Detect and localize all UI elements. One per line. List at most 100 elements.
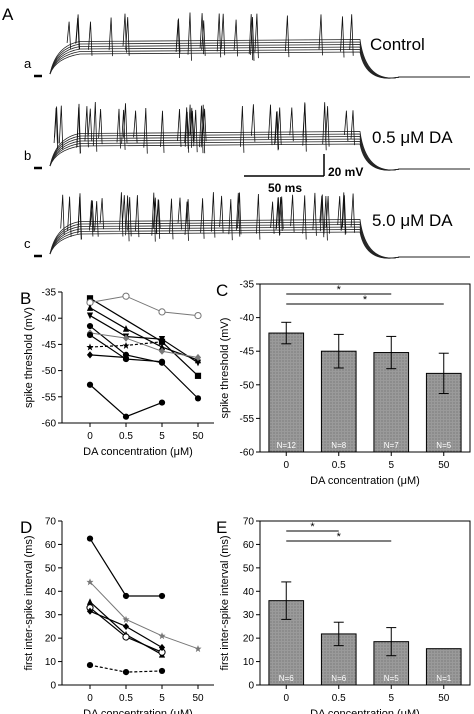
data-point [86,351,94,359]
x-tick-label: 0.5 [332,693,346,704]
spike [279,196,284,230]
data-point [122,633,130,641]
spike [302,195,307,240]
spike [349,14,354,56]
x-tick-label: 5 [388,460,394,471]
spike [108,17,113,57]
data-point [122,334,130,342]
scale-bar: 20 mV 50 ms [244,154,363,195]
data-point [158,347,166,355]
data-point [122,669,130,676]
spike [201,20,206,56]
data-point [122,341,130,349]
y-tick-label: 40 [45,587,57,598]
significance-star: * [310,521,315,533]
panel-a: A a b c Control 0.5 μM DA 5.0 μM DA 20 m… [2,5,470,259]
data-point [86,304,94,311]
spike [341,192,346,235]
y-axis-label: spike threshold (mV) [219,318,231,419]
spike [152,197,158,235]
data-point [158,632,166,640]
spike [285,15,290,58]
condition-label-control: Control [370,35,425,54]
spike [160,110,165,153]
spike [177,197,182,230]
spike [54,106,59,144]
data-point [86,535,94,542]
data-point [122,592,130,600]
panel-letter: C [216,281,228,300]
n-label: N=1 [436,674,451,683]
y-tick-label: -50 [240,380,255,391]
data-point [86,295,94,302]
series-1 [86,292,202,320]
y-tick-label: -55 [240,414,255,425]
data-point [158,667,166,675]
spike [199,105,204,154]
spike [250,16,255,61]
spike [322,102,327,151]
data-point [194,359,202,367]
spike [318,14,323,56]
data-point [158,592,166,600]
x-tick-label: 0 [87,693,93,704]
spike [176,18,181,53]
y-tick-label: -45 [42,340,57,351]
spike [251,104,256,142]
spike [58,105,64,150]
spike [151,192,156,242]
spike [256,193,261,240]
spike [240,105,245,153]
spike [199,13,204,55]
data-point [122,353,130,362]
y-tick-label: 30 [243,610,255,621]
spike [189,107,194,142]
spike [254,13,259,59]
x-tick-label: 50 [192,431,204,442]
bar [425,648,462,686]
spike [90,200,95,232]
y-tick-label: 50 [45,563,57,574]
y-axis-label: first inter-spike interval (ms) [23,535,35,670]
panel-letter: D [20,518,32,537]
spike [84,106,89,148]
spike [202,108,207,142]
spike [211,192,216,238]
spike [233,19,238,57]
y-tick-label: 20 [45,634,57,645]
spike [77,193,82,240]
spike [276,197,281,235]
y-tick-label: 70 [243,517,255,528]
n-label: N=5 [436,441,451,450]
n-label: N=12 [277,441,297,450]
spike [237,192,242,235]
data-point [194,353,202,362]
data-point [86,322,94,330]
spike [312,192,317,236]
significance-star: * [363,294,368,306]
series-2 [86,304,202,364]
series-line [89,384,163,418]
spike [325,106,330,147]
x-axis-label: DA concentration (μM) [310,708,420,714]
condition-label-0-5-da: 0.5 μM DA [372,128,453,147]
data-point [122,615,130,623]
x-tick-label: 0.5 [119,431,133,442]
bar [268,332,305,453]
y-tick-label: -55 [42,392,57,403]
x-tick-label: 0 [87,431,93,442]
spike [88,21,93,56]
y-tick-label: -45 [240,347,255,358]
data-point [158,343,166,351]
spike [200,198,205,239]
x-axis-label: DA concentration (μM) [83,446,193,458]
row-label-c: c [24,236,31,251]
x-tick-label: 50 [192,693,204,704]
spike [116,108,121,149]
y-tick-label: -40 [42,314,57,325]
spike [66,21,71,49]
spike [60,194,65,235]
n-label: N=6 [331,674,346,683]
data-point [158,358,166,365]
